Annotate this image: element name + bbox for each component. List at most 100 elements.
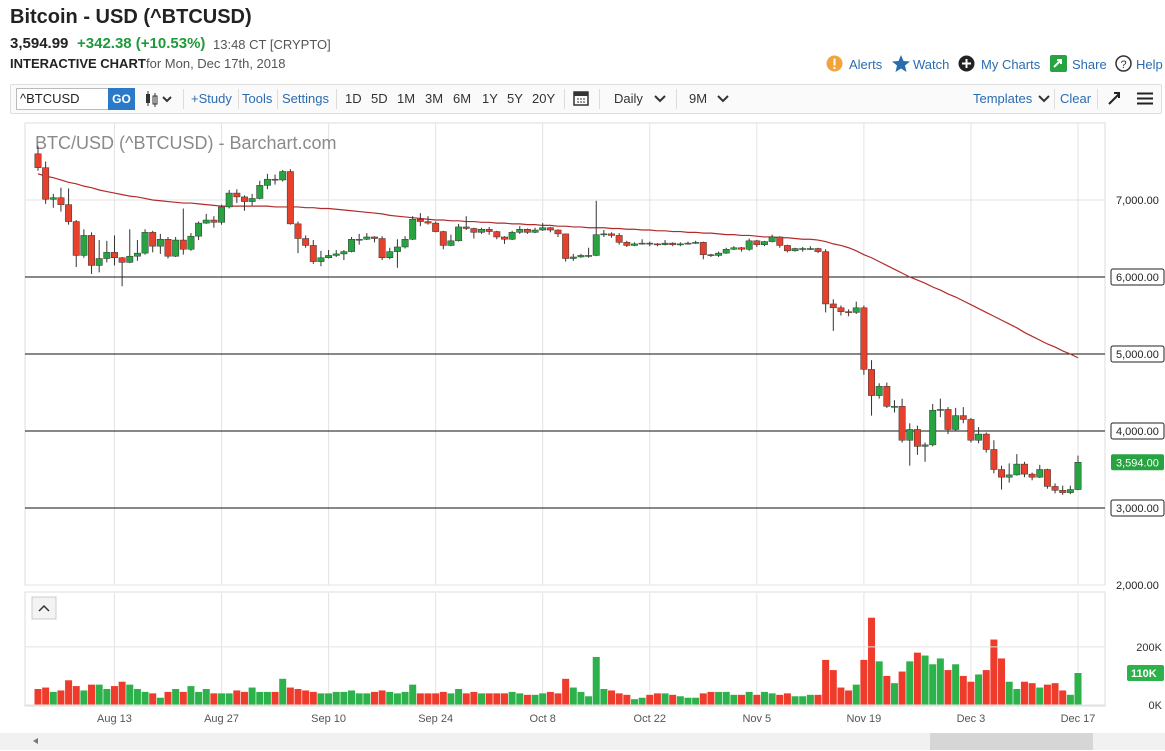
volume-bar — [669, 694, 677, 705]
alerts-link[interactable]: Alerts — [849, 57, 883, 72]
candle-body — [791, 248, 799, 252]
volume-bar — [783, 693, 791, 705]
candle-body — [761, 241, 768, 245]
candle-body — [523, 229, 531, 233]
volume-bar — [88, 684, 96, 705]
range-button[interactable]: 3M — [425, 91, 444, 106]
candle-body — [516, 229, 524, 233]
candle-body — [592, 234, 600, 256]
menu-button[interactable] — [1137, 92, 1153, 105]
volume-bar — [845, 690, 853, 705]
price-panel — [24, 122, 1106, 586]
candle-body — [891, 406, 898, 408]
candle-body — [57, 197, 65, 205]
volume-bar — [439, 691, 447, 705]
candle-body — [577, 255, 585, 258]
candle-body — [340, 251, 348, 255]
y-tick-label: 4,000.00 — [1116, 426, 1159, 438]
candle-body — [149, 232, 157, 247]
volume-bar — [890, 683, 898, 705]
volume-bar — [1028, 683, 1036, 705]
volume-bar — [975, 674, 983, 705]
range-button[interactable]: 6M — [453, 91, 472, 106]
share-link[interactable]: Share — [1072, 57, 1107, 72]
go-button[interactable]: GO — [108, 88, 135, 110]
separator — [1054, 89, 1055, 109]
draw-tool-button[interactable] — [1107, 91, 1121, 105]
candle-body — [187, 235, 195, 250]
candle-body — [1066, 489, 1074, 493]
interval-select[interactable]: Daily — [614, 91, 643, 106]
candle-body — [944, 409, 952, 430]
range-button[interactable]: 5Y — [507, 91, 523, 106]
volume-bar — [271, 691, 279, 705]
clear-button[interactable]: Clear — [1060, 91, 1092, 106]
svg-text:?: ? — [1120, 59, 1126, 71]
help-link[interactable]: Help — [1136, 57, 1163, 72]
candle-body — [1005, 474, 1013, 478]
candle-body — [799, 248, 807, 250]
volume-bar — [1043, 684, 1051, 705]
symbol-input[interactable]: ^BTCUSD — [16, 88, 109, 110]
settings-button[interactable]: Settings — [282, 91, 329, 106]
period-select[interactable]: 9M — [689, 91, 708, 106]
candle-body — [1036, 469, 1044, 478]
x-tick-label: Dec 3 — [957, 713, 986, 725]
collapse-button[interactable] — [31, 596, 57, 620]
candle-body — [179, 239, 187, 250]
volume-bar — [630, 699, 638, 705]
range-button[interactable]: 5D — [371, 91, 388, 106]
volume-bar — [546, 691, 554, 705]
volume-bar — [699, 693, 707, 705]
candle-body — [883, 386, 891, 407]
toolbar: ^BTCUSD GO +Study Tools Settings 1D 5D 1… — [10, 84, 1162, 114]
candle-body — [233, 192, 241, 198]
candle-body — [738, 247, 745, 250]
volume-bar — [263, 691, 271, 705]
range-button[interactable]: 1M — [397, 91, 416, 106]
volume-bar — [470, 691, 478, 705]
scrollbar-thumb[interactable] — [930, 733, 1093, 750]
candle-body — [355, 239, 363, 241]
volume-bar — [202, 689, 210, 705]
candle-body — [669, 242, 677, 245]
chart-type-button[interactable] — [144, 90, 176, 108]
watch-link[interactable]: Watch — [913, 57, 950, 72]
study-button[interactable]: +Study — [191, 91, 232, 106]
candle-body — [286, 171, 294, 225]
volume-bar — [676, 696, 684, 705]
volume-bar — [133, 689, 141, 705]
volume-bar — [944, 670, 952, 705]
x-tick-label: Nov 5 — [742, 713, 771, 725]
candle-body — [348, 239, 355, 252]
scroll-left[interactable] — [33, 738, 38, 744]
tick-label-box — [1110, 422, 1165, 440]
volume-bar — [1005, 681, 1013, 705]
range-button[interactable]: 1D — [345, 91, 362, 106]
candle-body — [845, 311, 853, 313]
range-button[interactable]: 20Y — [532, 91, 556, 106]
candle-body — [302, 238, 310, 246]
volume-bar — [569, 687, 577, 705]
candle-body — [248, 198, 256, 202]
calendar-button[interactable] — [573, 90, 589, 106]
volume-bar — [860, 659, 868, 705]
candle-body — [432, 222, 440, 232]
candle-body — [1059, 490, 1067, 493]
candle-body — [913, 429, 921, 447]
volume-bar — [370, 691, 378, 705]
tools-button[interactable]: Tools — [242, 91, 273, 106]
templates-button[interactable]: Templates — [973, 91, 1033, 106]
volume-bar — [883, 675, 891, 705]
candle-body — [814, 248, 822, 252]
volume-bar — [279, 678, 287, 705]
candle-body — [806, 248, 814, 250]
candle-body — [569, 256, 577, 259]
my-charts-link[interactable]: My Charts — [981, 57, 1041, 72]
volume-bar — [913, 652, 921, 705]
separator — [277, 89, 278, 109]
range-button[interactable]: 1Y — [482, 91, 498, 106]
volume-bar — [485, 693, 493, 705]
candle-body — [49, 197, 57, 200]
